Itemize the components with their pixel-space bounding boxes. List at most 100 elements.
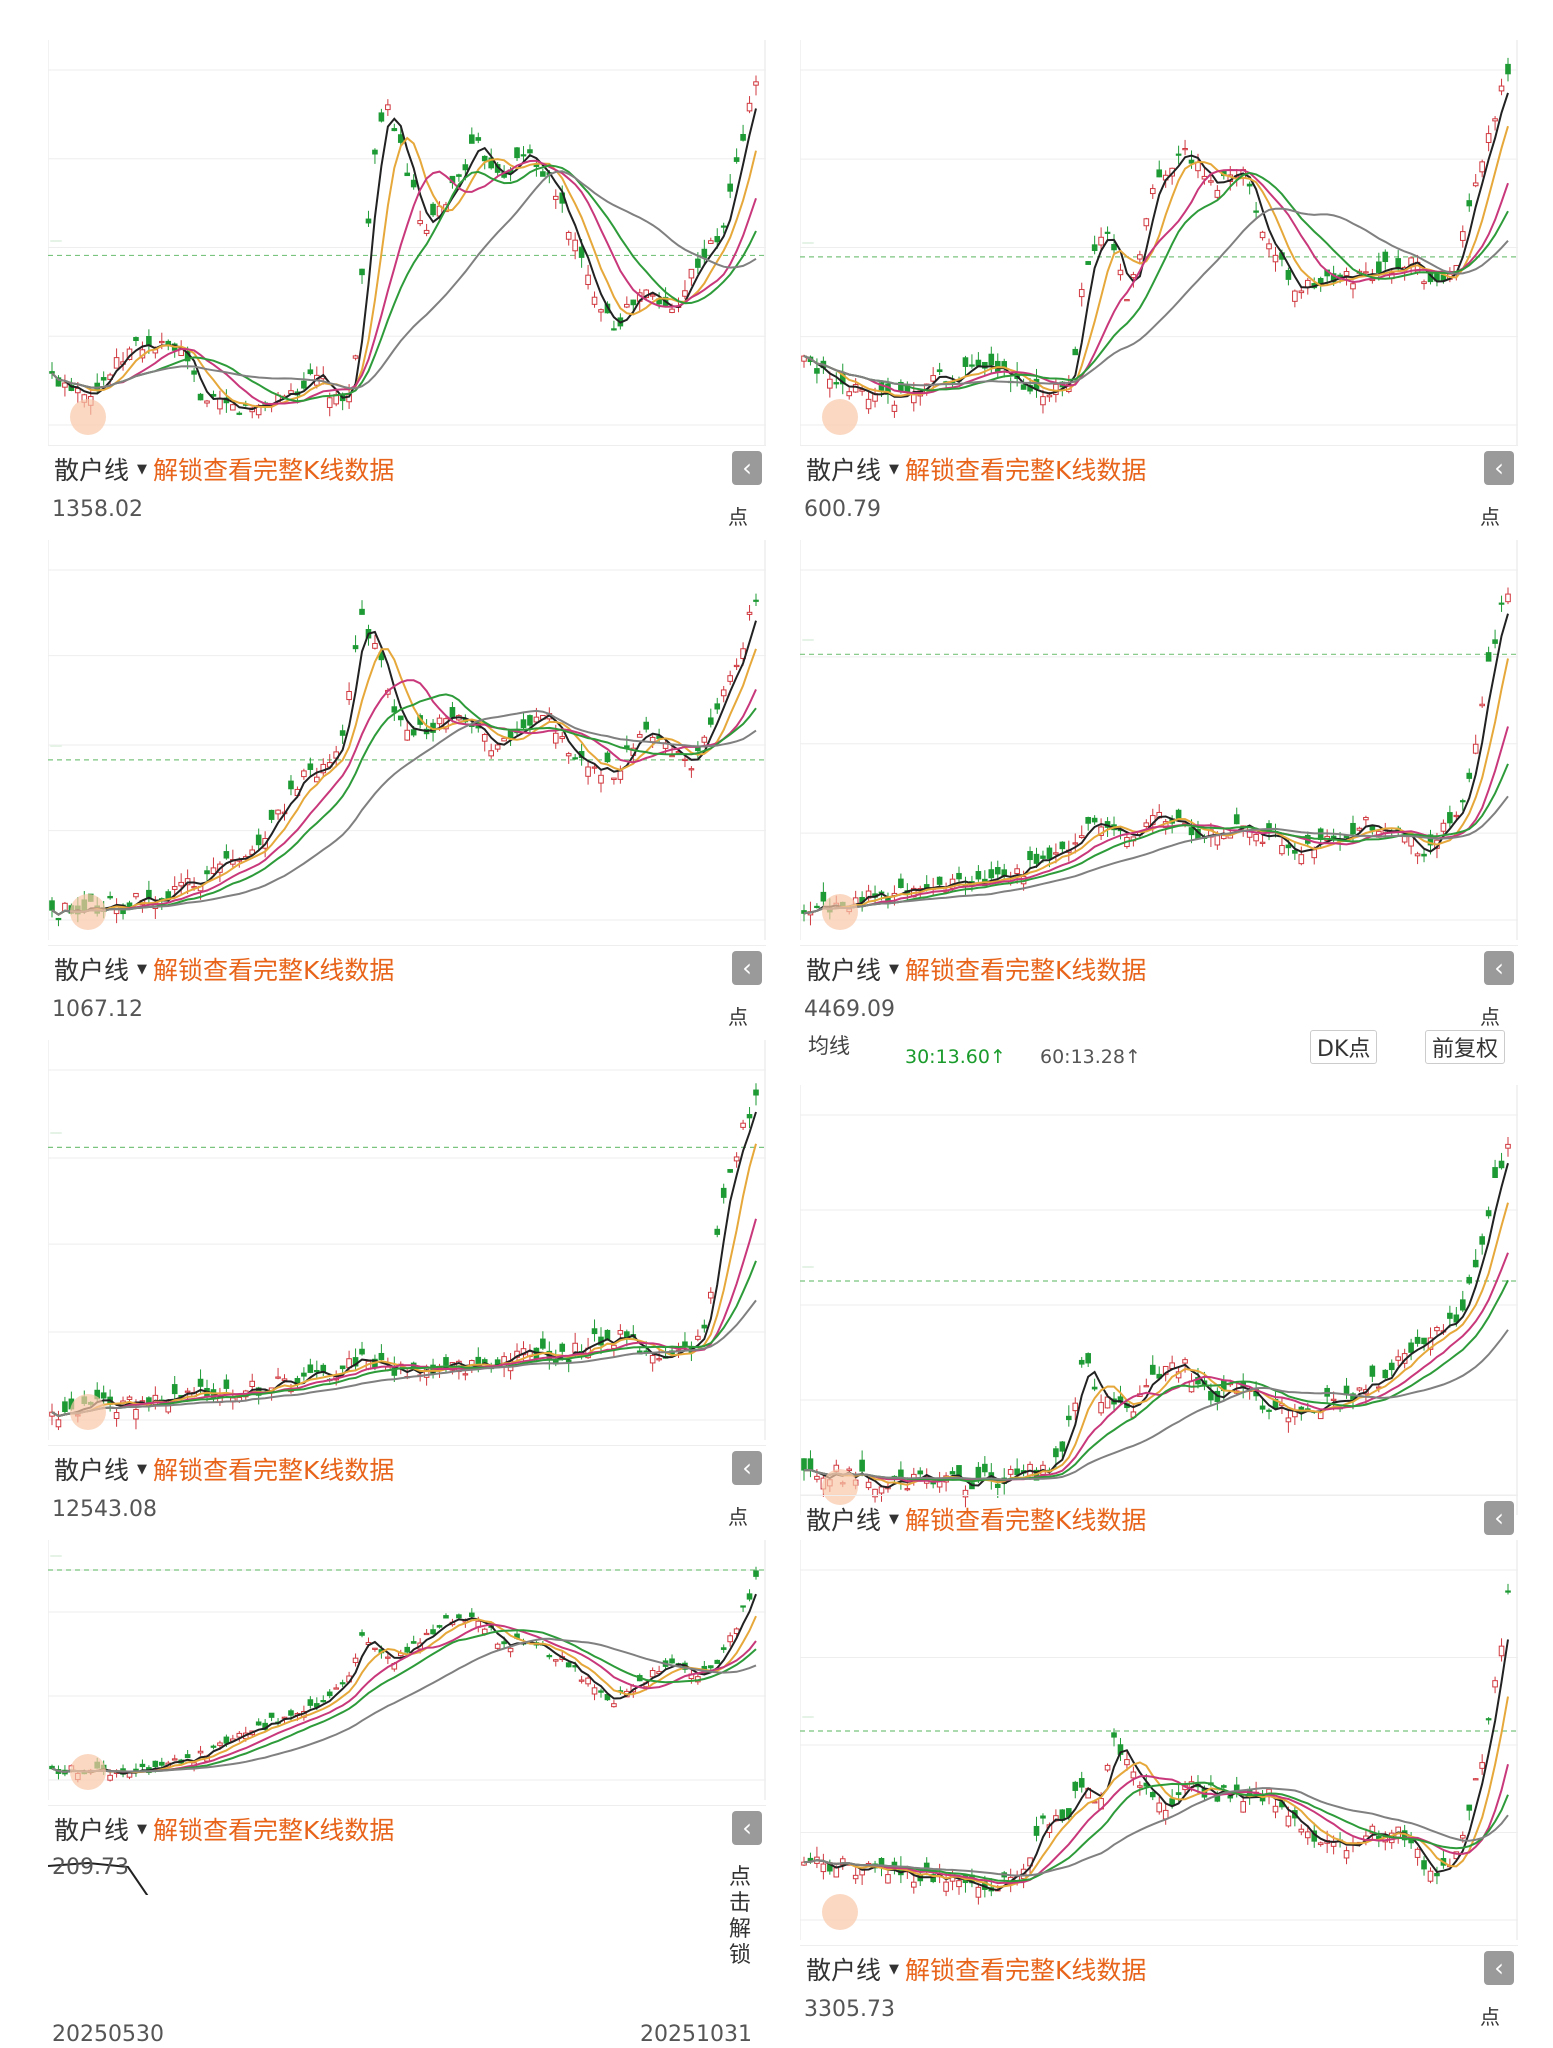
indicator-name[interactable]: 散户线 [806, 1956, 882, 1985]
unlock-link[interactable]: 解锁查看完整K线数据 [153, 1816, 395, 1845]
unlock-link[interactable]: 解锁查看完整K线数据 [905, 1956, 1147, 1985]
candle-body [469, 134, 475, 144]
candle-body [1149, 1791, 1156, 1798]
candle-body [146, 889, 152, 900]
tap-unlock-label[interactable]: 点 [1480, 505, 1500, 529]
candle-body [372, 149, 378, 155]
chevron-left-icon[interactable]: ‹ [1484, 951, 1514, 985]
candle-body [1188, 159, 1195, 164]
ma60-line [51, 1299, 757, 1418]
candle-body [352, 645, 359, 650]
candle-body [1149, 1364, 1156, 1375]
candle-body [936, 876, 943, 885]
candle-body [611, 1344, 617, 1349]
candle-body [1033, 1825, 1040, 1836]
unlock-link[interactable]: 解锁查看完整K线数据 [905, 1506, 1147, 1535]
candle-body [1085, 261, 1091, 265]
tap-unlock-label[interactable]: 点 [728, 1005, 748, 1029]
unlock-link[interactable]: 解锁查看完整K线数据 [153, 456, 395, 485]
candle-body [281, 1378, 288, 1381]
date-start: 20250530 [52, 2022, 164, 2047]
candle-body [171, 1758, 178, 1761]
unlock-link[interactable]: 解锁查看完整K线数据 [153, 1456, 395, 1485]
candle-body [872, 1488, 878, 1498]
candle-body [410, 1641, 417, 1644]
candle-body [649, 1355, 656, 1364]
candle-body [1466, 200, 1473, 207]
unlock-link[interactable]: 解锁查看完整K线数据 [905, 956, 1147, 985]
chevron-left-icon[interactable]: ‹ [732, 951, 762, 985]
dropdown-arrow-icon[interactable]: ▼ [137, 461, 148, 477]
candle-body [1498, 1645, 1505, 1657]
unlock-link[interactable]: 解锁查看完整K线数据 [153, 956, 395, 985]
unlock-link[interactable]: 解锁查看完整K线数据 [905, 456, 1147, 485]
candle-body [1020, 384, 1027, 390]
candle-body [339, 1365, 346, 1370]
candle-body [1098, 1402, 1104, 1414]
dropdown-arrow-icon[interactable]: ▼ [889, 1511, 900, 1527]
tap-unlock-vertical[interactable]: 点击解锁 [728, 1865, 752, 1969]
candle-body [1472, 1259, 1479, 1268]
candle-body [488, 750, 494, 757]
candle-body [714, 703, 721, 710]
indicator-name[interactable]: 散户线 [54, 1456, 130, 1485]
candle-body [501, 737, 507, 742]
candle-body [740, 133, 746, 141]
indicator-name[interactable]: 散户线 [54, 1816, 130, 1845]
candle-body [720, 1647, 727, 1650]
indicator-name[interactable]: 散户线 [806, 456, 882, 485]
dropdown-arrow-icon[interactable]: ▼ [137, 961, 148, 977]
candle-body [1143, 218, 1150, 227]
dk-point-button[interactable]: DK点 [1310, 1030, 1378, 1064]
candle-body [820, 1863, 827, 1873]
chevron-left-icon[interactable]: ‹ [1484, 1501, 1514, 1535]
dropdown-arrow-icon[interactable]: ▼ [137, 1821, 148, 1837]
dropdown-arrow-icon[interactable]: ▼ [137, 1461, 148, 1477]
indicator-name[interactable]: 散户线 [54, 956, 130, 985]
tap-unlock-label[interactable]: 点 [728, 1505, 748, 1529]
limit-down-label [802, 1716, 814, 1718]
indicator-name[interactable]: 散户线 [54, 456, 130, 485]
tap-unlock-label[interactable]: 点 [1480, 2005, 1500, 2029]
candle-body [1356, 827, 1363, 831]
dropdown-arrow-icon[interactable]: ▼ [889, 1961, 900, 1977]
candle-body [184, 1390, 191, 1393]
candle-body [930, 375, 936, 382]
adjust-button[interactable]: 前复权 [1425, 1030, 1506, 1064]
candle-body [1350, 822, 1356, 835]
ma10-line [803, 1202, 1509, 1486]
ma5-line [803, 92, 1509, 398]
candle-body [1221, 1785, 1227, 1788]
chevron-left-icon[interactable]: ‹ [732, 1811, 762, 1845]
chevron-left-icon[interactable]: ‹ [1484, 451, 1514, 485]
candle-body [1078, 835, 1085, 838]
dropdown-arrow-icon[interactable]: ▼ [889, 961, 900, 977]
ma10-line [51, 648, 757, 916]
candle-body [320, 1699, 327, 1703]
tap-unlock-label[interactable]: 点 [1480, 1005, 1500, 1029]
candle-body [1156, 169, 1163, 178]
tap-unlock-label[interactable]: 点 [728, 505, 748, 529]
chevron-left-icon[interactable]: ‹ [1484, 1951, 1514, 1985]
ma-selector[interactable]: 均线 [808, 1034, 850, 1058]
candle-body [449, 707, 456, 718]
candle-body [1311, 849, 1318, 859]
indicator-name[interactable]: 散户线 [806, 1506, 882, 1535]
dropdown-arrow-icon[interactable]: ▼ [889, 461, 900, 477]
candle-body [1492, 1680, 1498, 1688]
candle-body [833, 382, 840, 385]
chevron-left-icon[interactable]: ‹ [732, 451, 762, 485]
candle-body [910, 1881, 917, 1888]
candle-body [1169, 1798, 1175, 1806]
candle-body [1466, 1276, 1473, 1284]
candle-body [1434, 1327, 1440, 1332]
volume-value: 4469.09 [804, 997, 895, 1022]
volume-value: 12543.08 [52, 1497, 157, 1522]
candle-body [891, 404, 898, 412]
signal-marker-icon [70, 1754, 106, 1790]
candle-body [1124, 1759, 1130, 1766]
indicator-bar: 散户线 ▼ 解锁查看完整K线数据 [48, 1805, 766, 1852]
candle-body [982, 361, 988, 369]
chevron-left-icon[interactable]: ‹ [732, 1451, 762, 1485]
indicator-name[interactable]: 散户线 [806, 956, 882, 985]
